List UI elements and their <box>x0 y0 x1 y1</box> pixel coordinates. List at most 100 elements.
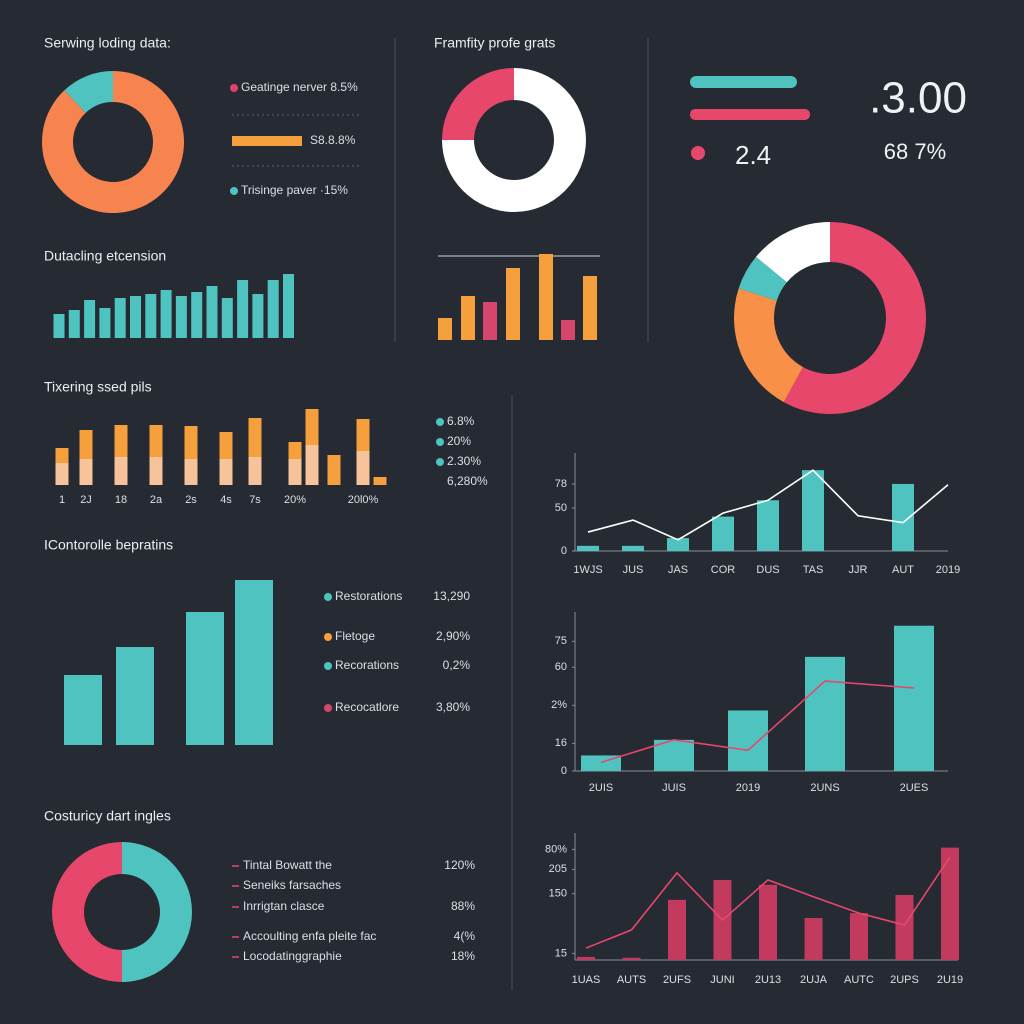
line <box>585 856 951 949</box>
bar <box>757 500 779 551</box>
line <box>587 469 949 541</box>
chart-title: IContorolle bepratins <box>44 537 173 553</box>
bar <box>267 280 279 338</box>
bar-segment <box>305 445 319 485</box>
bar <box>577 956 595 960</box>
bar <box>130 296 141 338</box>
x-tick-label: 2U13 <box>755 974 781 986</box>
donut-slice <box>783 222 926 414</box>
x-tick-label: 2UES <box>900 782 929 794</box>
bar <box>805 656 845 771</box>
donut-slice <box>442 68 586 212</box>
legend-marker <box>324 662 332 670</box>
legend-value: 88% <box>451 899 475 913</box>
legend-marker <box>324 633 332 641</box>
bar <box>895 894 914 960</box>
legend-label: Inrrigtan clasce <box>243 899 325 913</box>
y-tick-label: 50 <box>555 502 567 514</box>
legend-marker <box>436 438 444 446</box>
x-tick-label: 2UJA <box>800 974 828 986</box>
bar <box>622 957 641 960</box>
bar <box>186 612 224 745</box>
bar-segment <box>55 448 69 463</box>
x-tick-label: 2019 <box>736 782 760 794</box>
bar <box>461 296 475 340</box>
donut-slice <box>122 842 192 982</box>
bar <box>728 710 768 771</box>
legend-label: 2.30% <box>447 454 481 468</box>
line <box>600 680 915 764</box>
legend-marker <box>230 84 238 92</box>
y-tick-label: 0 <box>561 765 567 777</box>
x-tick-label: 2019 <box>936 564 960 576</box>
bar <box>84 300 96 338</box>
x-tick-label: DUS <box>756 564 779 576</box>
chart-title: Dutacling etcension <box>44 248 166 264</box>
legend-marker <box>436 418 444 426</box>
bar <box>506 268 520 340</box>
y-tick-label: 205 <box>549 863 567 875</box>
bar-segment <box>327 455 341 485</box>
bar-segment <box>248 418 262 457</box>
bar <box>850 913 868 960</box>
bar <box>539 254 553 340</box>
donut-slice <box>41 71 185 213</box>
y-tick-label: 60 <box>555 661 567 673</box>
bar-segment <box>149 425 163 457</box>
legend-value: 2,90% <box>436 629 470 643</box>
x-tick-label: 18 <box>115 494 127 506</box>
x-tick-label: AUT <box>892 564 914 576</box>
bar-segment <box>219 432 233 459</box>
x-tick-label: 2s <box>185 494 197 506</box>
bar <box>235 580 273 745</box>
bar <box>712 516 734 551</box>
bar <box>68 310 80 338</box>
bar <box>252 294 264 338</box>
legend-label: 20% <box>447 434 471 448</box>
chart-title: Framfity profe grats <box>434 35 555 51</box>
bar <box>583 276 597 340</box>
legend-value: 120% <box>444 858 475 872</box>
bar <box>892 483 914 551</box>
legend-label: S8.8.8% <box>310 133 356 147</box>
bar <box>283 274 294 338</box>
stat-value: 2.4 <box>735 140 771 170</box>
x-tick-label: 2J <box>80 494 92 506</box>
bar <box>894 625 934 771</box>
legend-marker <box>324 593 332 601</box>
legend-label: Trisinge paver ·15% <box>241 183 348 197</box>
bar <box>145 294 157 338</box>
bar <box>206 286 218 338</box>
bar <box>802 470 824 551</box>
legend-label: Recorations <box>335 658 399 672</box>
bar-segment <box>79 430 93 459</box>
x-tick-label: 7s <box>249 494 261 506</box>
x-tick-label: JUIS <box>662 782 686 794</box>
legend-label: Restorations <box>335 589 402 603</box>
bar <box>116 647 154 745</box>
bar-segment <box>79 459 93 485</box>
x-tick-label: JJR <box>849 564 868 576</box>
bar-segment <box>288 442 302 459</box>
x-tick-label: JUS <box>623 564 644 576</box>
bar <box>99 308 111 338</box>
bar <box>561 320 575 340</box>
bar-segment <box>184 426 198 459</box>
y-tick-label: 2% <box>551 699 567 711</box>
legend-label: 6.8% <box>447 414 475 428</box>
bar <box>64 675 102 745</box>
chart-title: Serwing loding data: <box>44 35 171 51</box>
y-tick-label: 15 <box>555 947 567 959</box>
legend-marker <box>232 136 302 146</box>
bar <box>759 884 777 960</box>
x-tick-label: 2UNS <box>810 782 839 794</box>
bar-segment <box>305 409 319 445</box>
stat-value: .3.00 <box>869 74 967 123</box>
bar <box>160 290 172 338</box>
bar-segment <box>55 463 69 485</box>
x-tick-label: 1UAS <box>572 974 601 986</box>
bar-segment <box>184 459 198 485</box>
legend-label: Seneiks farsaches <box>243 878 341 892</box>
x-tick-label: COR <box>711 564 736 576</box>
bar <box>667 538 689 551</box>
